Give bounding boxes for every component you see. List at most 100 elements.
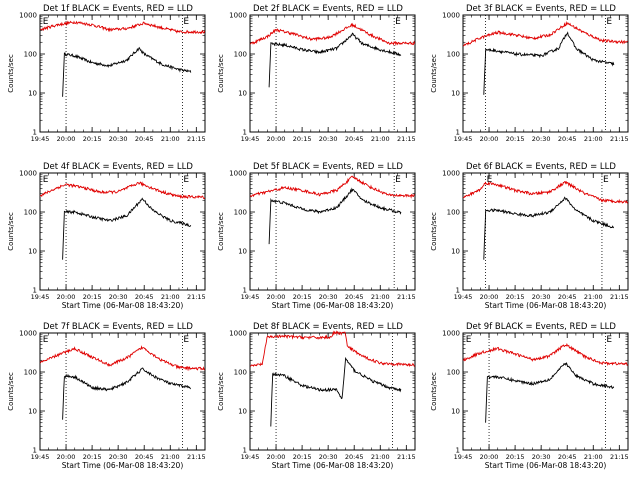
x-axis-label: Start Time (06-Mar-08 18:43:20) <box>485 301 607 310</box>
y-tick-label: 1000 <box>19 330 37 338</box>
y-tick-label: 100 <box>24 369 37 377</box>
chart-panel-6: Det 6f BLACK = Events, RED = LLD Counts/s… <box>430 162 629 310</box>
y-tick-label: 10 <box>238 408 247 416</box>
x-tick-label: 20:15 <box>506 293 525 301</box>
x-tick-label: 20:15 <box>506 453 525 461</box>
y-tick-label: 10 <box>451 248 460 256</box>
lld-series-line <box>249 330 415 368</box>
x-tick-label: 20:15 <box>83 453 102 461</box>
x-tick-label: 21:15 <box>397 453 416 461</box>
y-tick-label: 1000 <box>442 170 460 178</box>
plot-frame <box>249 14 416 133</box>
x-tick-label: 20:45 <box>345 135 364 143</box>
x-axis-label: Start Time (06-Mar-08 18:43:20) <box>272 461 394 470</box>
y-tick-label: 1 <box>33 287 37 295</box>
eclipse-marker-label: E <box>466 335 472 345</box>
x-tick-label: 21:00 <box>371 135 390 143</box>
y-axis-label: Counts/sec <box>217 372 225 411</box>
x-tick-label: 19:45 <box>31 293 50 301</box>
x-tick-label: 21:00 <box>161 293 180 301</box>
plot-frame <box>462 332 629 451</box>
y-tick-label: 100 <box>234 209 247 217</box>
y-tick-label: 10 <box>451 408 460 416</box>
x-tick-label: 20:30 <box>319 453 338 461</box>
eclipse-marker-label: E <box>606 17 612 27</box>
x-tick-label: 20:45 <box>558 453 577 461</box>
lld-series-line <box>462 342 628 367</box>
eclipse-marker-label: E <box>487 175 493 185</box>
eclipse-marker-label: E <box>43 175 49 185</box>
x-tick-label: 20:30 <box>109 293 128 301</box>
events-series-line <box>62 46 192 97</box>
chart-panel-7: Det 7f BLACK = Events, RED = LLD Counts/s… <box>7 322 206 470</box>
x-tick-label: 21:00 <box>584 135 603 143</box>
x-tick-label: 19:45 <box>241 293 260 301</box>
chart-title: Det 6f BLACK = Events, RED = LLD <box>466 162 616 172</box>
events-series-line <box>268 32 402 88</box>
x-tick-label: 19:45 <box>31 453 50 461</box>
events-series-line <box>62 367 192 420</box>
x-tick-label: 20:15 <box>293 135 312 143</box>
chart-panel-2: Det 2f BLACK = Events, RED = LLD Counts/s… <box>217 4 416 143</box>
y-tick-label: 1 <box>456 287 460 295</box>
plot-frame <box>462 14 629 133</box>
y-tick-label: 1000 <box>229 330 247 338</box>
y-tick-label: 1 <box>243 287 247 295</box>
y-tick-label: 100 <box>234 51 247 59</box>
chart-title: Det 5f BLACK = Events, RED = LLD <box>253 162 403 172</box>
x-tick-label: 21:00 <box>161 135 180 143</box>
x-tick-label: 20:45 <box>558 293 577 301</box>
y-axis-label: Counts/sec <box>430 54 438 93</box>
y-tick-label: 1 <box>243 129 247 137</box>
y-axis-label: Counts/sec <box>7 372 15 411</box>
y-axis-label: Counts/sec <box>217 54 225 93</box>
x-tick-label: 21:15 <box>610 453 629 461</box>
x-tick-label: 20:00 <box>267 453 286 461</box>
x-tick-label: 20:15 <box>83 135 102 143</box>
chart-title: Det 3f BLACK = Events, RED = LLD <box>466 4 616 14</box>
x-tick-label: 21:00 <box>371 453 390 461</box>
eclipse-marker-label: E <box>395 175 401 185</box>
events-series-line <box>483 196 615 260</box>
x-tick-label: 20:30 <box>532 453 551 461</box>
chart-panel-3: Det 3f BLACK = Events, RED = LLD Counts/s… <box>430 4 629 143</box>
x-tick-label: 20:30 <box>109 135 128 143</box>
eclipse-marker-label: E <box>43 17 49 27</box>
eclipse-marker-label: E <box>395 17 401 27</box>
events-series-line <box>485 361 615 423</box>
y-tick-label: 1000 <box>229 12 247 20</box>
x-tick-label: 20:15 <box>293 453 312 461</box>
x-tick-label: 20:30 <box>319 293 338 301</box>
chart-title: Det 2f BLACK = Events, RED = LLD <box>253 4 403 14</box>
events-series-line <box>483 31 615 95</box>
x-tick-label: 21:00 <box>584 453 603 461</box>
x-axis-label: Start Time (06-Mar-08 18:43:20) <box>272 301 394 310</box>
y-tick-label: 100 <box>447 209 460 217</box>
lld-series-line <box>39 181 206 200</box>
y-tick-label: 1000 <box>442 12 460 20</box>
events-series-line <box>270 356 402 427</box>
x-tick-label: 21:15 <box>187 293 206 301</box>
eclipse-marker-label: E <box>606 335 612 345</box>
y-axis-label: Counts/sec <box>430 372 438 411</box>
x-tick-label: 19:45 <box>241 453 260 461</box>
y-tick-label: 1000 <box>442 330 460 338</box>
lld-series-line <box>39 20 206 35</box>
x-tick-label: 21:15 <box>610 135 629 143</box>
chart-title: Det 8f BLACK = Events, RED = LLD <box>253 322 403 332</box>
x-tick-label: 20:45 <box>135 135 154 143</box>
y-tick-label: 1000 <box>19 170 37 178</box>
x-tick-label: 19:45 <box>241 135 260 143</box>
plot-frame <box>39 332 206 451</box>
x-tick-label: 20:15 <box>506 135 525 143</box>
lld-series-line <box>249 175 415 199</box>
x-tick-label: 20:45 <box>345 293 364 301</box>
x-axis-label: Start Time (06-Mar-08 18:43:20) <box>485 461 607 470</box>
events-series-line <box>268 187 402 245</box>
y-tick-label: 100 <box>24 51 37 59</box>
x-axis-label: Start Time (06-Mar-08 18:43:20) <box>62 301 184 310</box>
y-tick-label: 1 <box>243 447 247 455</box>
y-tick-label: 1000 <box>19 12 37 20</box>
x-tick-label: 20:00 <box>480 453 499 461</box>
x-tick-label: 19:45 <box>31 135 50 143</box>
